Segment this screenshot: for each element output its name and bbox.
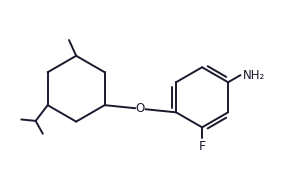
Text: O: O (136, 102, 145, 115)
Text: F: F (199, 140, 206, 153)
Text: NH₂: NH₂ (243, 69, 266, 82)
